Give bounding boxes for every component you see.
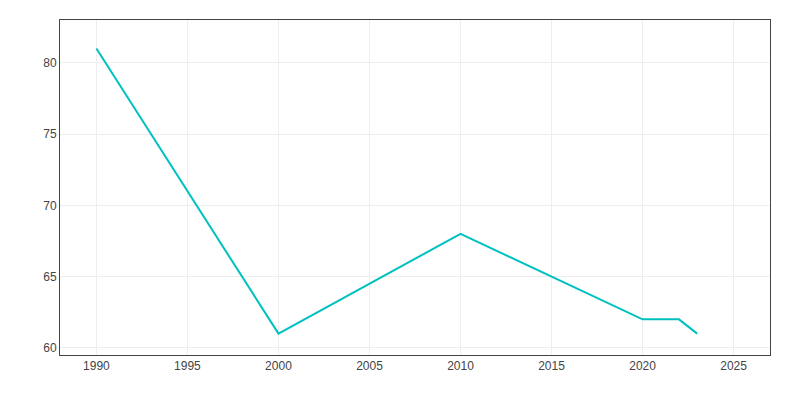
svg-text:70: 70 xyxy=(43,199,57,213)
svg-text:2015: 2015 xyxy=(538,359,565,373)
svg-text:2005: 2005 xyxy=(356,359,383,373)
svg-text:1995: 1995 xyxy=(174,359,201,373)
svg-text:75: 75 xyxy=(43,127,57,141)
svg-text:65: 65 xyxy=(43,270,57,284)
svg-text:60: 60 xyxy=(43,341,57,355)
svg-text:2025: 2025 xyxy=(720,359,747,373)
svg-text:80: 80 xyxy=(43,56,57,70)
svg-text:1990: 1990 xyxy=(83,359,110,373)
svg-text:2020: 2020 xyxy=(629,359,656,373)
svg-text:2000: 2000 xyxy=(265,359,292,373)
svg-text:2010: 2010 xyxy=(447,359,474,373)
